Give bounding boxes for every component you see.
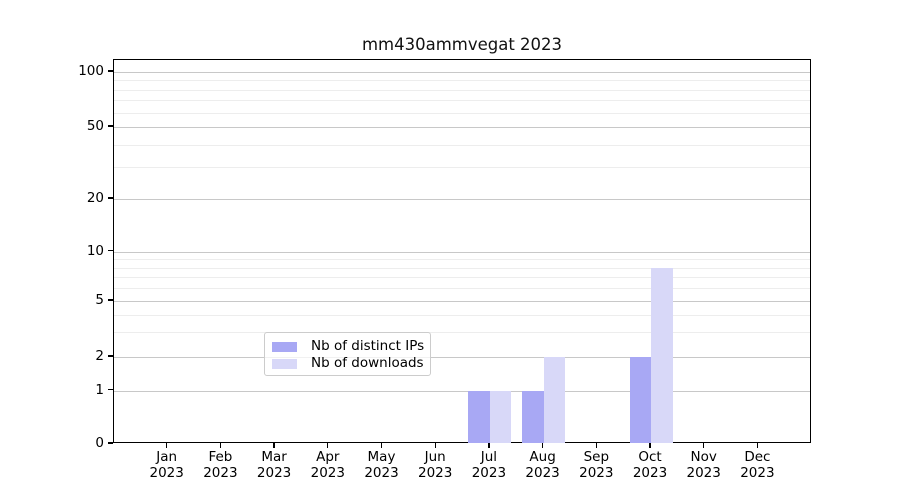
x-tick-label: Jan 2023 — [135, 449, 199, 481]
gridline-major — [114, 251, 810, 253]
bar-downloads — [651, 267, 673, 443]
x-tick-year: 2023 — [203, 465, 238, 481]
x-tick-month: Jan — [156, 449, 178, 465]
x-tick-label: Sep 2023 — [564, 449, 628, 481]
legend: Nb of distinct IPs Nb of downloads — [264, 332, 431, 376]
x-tick-label: Nov 2023 — [672, 449, 736, 481]
y-tick-label: 100 — [78, 63, 104, 79]
gridline-minor — [114, 314, 810, 316]
bar-downloads — [543, 357, 566, 443]
legend-swatch — [272, 341, 297, 352]
x-tick-year: 2023 — [686, 465, 721, 481]
gridline-minor — [114, 267, 810, 269]
x-tick-label: Dec 2023 — [725, 449, 789, 481]
bar-distinct-ips — [629, 357, 651, 443]
x-tick-label: Jul 2023 — [457, 449, 521, 481]
x-tick-mark — [380, 443, 383, 448]
x-tick-label: Mar 2023 — [242, 449, 306, 481]
x-tick-label: Feb 2023 — [188, 449, 252, 481]
x-tick-month: Oct — [638, 449, 662, 465]
x-tick-month: Aug — [529, 449, 556, 465]
x-tick-month: Mar — [261, 449, 287, 465]
y-tick-label: 5 — [95, 292, 104, 308]
y-tick-label: 2 — [95, 348, 104, 364]
legend-item-distinct-ips: Nb of distinct IPs — [265, 338, 430, 355]
y-tick-label: 20 — [86, 190, 104, 206]
gridline-minor — [114, 89, 810, 91]
x-tick-month: Nov — [690, 449, 717, 465]
x-tick-year: 2023 — [364, 465, 399, 481]
gridline-major — [114, 199, 810, 200]
chart-title: mm430ammvegat 2023 — [361, 35, 563, 54]
x-tick-mark — [273, 443, 275, 448]
legend-label: Nb of downloads — [311, 355, 424, 371]
bar-distinct-ips — [468, 390, 490, 443]
gridline-major — [114, 301, 810, 302]
x-tick-mark — [649, 443, 651, 448]
x-tick-label: Apr 2023 — [296, 449, 360, 481]
x-tick-mark — [166, 443, 168, 448]
x-tick-year: 2023 — [740, 465, 775, 481]
y-tick-label: 0 — [95, 435, 104, 451]
x-tick-year: 2023 — [525, 465, 560, 481]
x-tick-label: May 2023 — [350, 449, 414, 481]
y-tick-mark — [108, 388, 113, 391]
gridline-minor — [114, 144, 810, 146]
y-tick-mark — [108, 70, 113, 72]
x-tick-label: Oct 2023 — [618, 449, 682, 481]
x-tick-mark — [595, 443, 597, 448]
gridline-minor — [114, 112, 810, 114]
gridline-major — [114, 390, 810, 392]
gridline-minor — [114, 288, 810, 290]
gridline-minor — [114, 259, 810, 261]
x-tick-label: Jun 2023 — [403, 449, 467, 481]
bar-downloads — [489, 390, 512, 443]
gridline-major — [114, 72, 810, 73]
x-tick-mark — [541, 443, 544, 448]
x-tick-mark — [219, 443, 222, 448]
x-tick-month: Apr — [316, 449, 340, 465]
x-tick-year: 2023 — [579, 465, 614, 481]
x-tick-year: 2023 — [256, 465, 292, 481]
x-tick-mark — [327, 443, 329, 448]
x-tick-month: Feb — [208, 449, 233, 465]
y-tick-mark — [108, 197, 113, 199]
gridline-minor — [114, 277, 810, 279]
x-tick-month: Sep — [583, 449, 610, 465]
y-tick-mark — [108, 355, 113, 357]
legend-item-downloads: Nb of downloads — [265, 355, 430, 372]
y-tick-mark — [108, 125, 113, 127]
y-tick-mark — [108, 250, 113, 252]
gridline-minor — [114, 332, 810, 334]
legend-swatch — [272, 358, 297, 369]
gridline-major — [114, 357, 810, 358]
legend-label: Nb of distinct IPs — [311, 338, 425, 354]
y-tick-mark — [108, 442, 113, 444]
x-tick-mark — [488, 443, 490, 448]
x-tick-label: Aug 2023 — [511, 449, 575, 481]
y-tick-mark — [108, 299, 113, 301]
y-tick-label: 10 — [86, 242, 104, 259]
gridline-minor — [114, 167, 810, 169]
gridline-major — [114, 127, 810, 128]
gridline-minor — [114, 80, 810, 82]
x-tick-mark — [703, 443, 705, 448]
y-tick-label: 1 — [95, 381, 104, 398]
x-tick-year: 2023 — [418, 465, 453, 481]
x-tick-year: 2023 — [471, 465, 507, 481]
x-tick-month: Jun — [424, 449, 446, 465]
x-tick-mark — [434, 443, 436, 448]
x-tick-year: 2023 — [310, 465, 345, 481]
x-tick-month: May — [367, 449, 396, 465]
x-tick-month: Dec — [744, 449, 771, 465]
x-tick-year: 2023 — [149, 465, 184, 481]
y-tick-label: 50 — [86, 118, 104, 134]
x-tick-month: Jul — [480, 449, 498, 465]
gridline-minor — [114, 100, 810, 102]
plot-area — [113, 59, 811, 443]
bar-distinct-ips — [522, 390, 544, 443]
x-tick-year: 2023 — [632, 465, 668, 481]
x-tick-mark — [756, 443, 759, 448]
